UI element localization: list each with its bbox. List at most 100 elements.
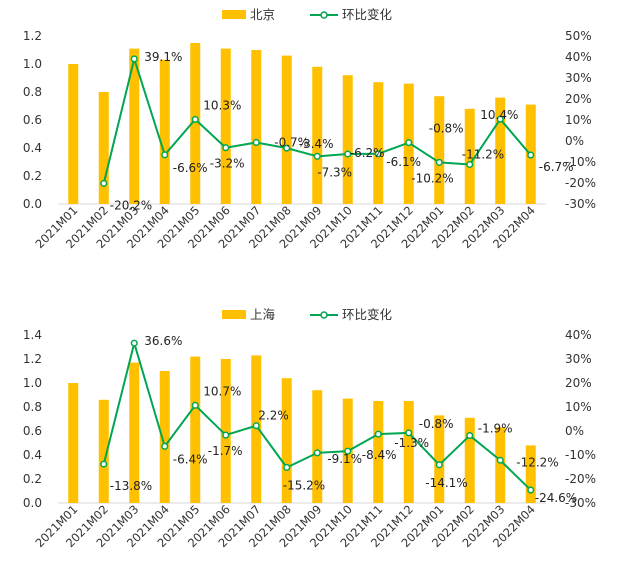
line-point	[161, 442, 169, 450]
bar	[373, 82, 384, 204]
data-label: -13.8%	[110, 479, 152, 493]
line-point	[466, 160, 474, 169]
bar	[281, 55, 292, 204]
y-right-tick-label: 0%	[565, 134, 584, 148]
y-left-tick-label: 1.2	[23, 29, 42, 43]
bar	[251, 50, 262, 204]
data-label: 39.1%	[144, 50, 182, 64]
data-label: -0.8%	[419, 417, 454, 431]
legend-bar-swatch	[222, 10, 246, 19]
chart-1: 北京 环比变化 0.0 0.2 0.4 0.6 0.8 1.0 1.2 -30% -20% -10% 0…	[23, 7, 596, 251]
y-right-tick-label: 20%	[565, 92, 592, 106]
bar	[403, 401, 414, 503]
y-right-tick-label: -10%	[565, 448, 596, 462]
line-point	[222, 144, 230, 152]
legend-bar-label: 北京	[250, 7, 275, 22]
bar	[434, 415, 445, 503]
data-label: -6.1%	[386, 155, 421, 169]
legend-line-marker	[320, 11, 328, 19]
data-label: -3.4%	[299, 137, 334, 151]
data-label: -6.7%	[539, 160, 574, 174]
bar	[373, 401, 384, 503]
legend-line-label: 环比变化	[342, 7, 393, 22]
line-point	[161, 151, 169, 159]
data-label: -20.2%	[110, 198, 152, 212]
bar	[464, 108, 475, 204]
bar	[525, 445, 536, 503]
bar	[220, 359, 231, 503]
y-left-tick-label: 0.8	[23, 85, 42, 99]
line-point	[466, 432, 474, 440]
data-label: 10.3%	[203, 98, 241, 112]
line-point	[130, 339, 138, 347]
data-label: -3.2%	[210, 157, 245, 171]
bar	[281, 378, 292, 503]
line-point	[191, 401, 199, 409]
line-point	[374, 430, 382, 438]
y-right-tick-label: -10%	[565, 155, 596, 169]
bar	[495, 97, 506, 204]
bar	[68, 383, 79, 503]
data-label: -0.8%	[429, 122, 464, 136]
y-left-tick-label: 1.0	[23, 376, 42, 390]
line-point	[527, 486, 535, 494]
bar	[434, 96, 445, 204]
y-left-tick-label: 1.4	[23, 328, 42, 342]
y-right-tick-label: 40%	[565, 50, 592, 64]
data-label: -12.2%	[516, 455, 558, 469]
y-right-tick-label: -30%	[565, 197, 596, 211]
chart-2: 上海 环比变化 0.0 0.2 0.4 0.6 0.8 1.0 1.2 1.4 -30% -20% -1…	[23, 307, 596, 550]
y-right-tick-label: 0%	[565, 424, 584, 438]
y-right-tick-label: -20%	[565, 472, 596, 486]
y-right-tick-label: 30%	[565, 71, 592, 85]
line-point	[252, 138, 260, 147]
data-label: -10.2%	[411, 171, 453, 185]
legend-bar-label: 上海	[250, 307, 276, 322]
line-point	[313, 152, 321, 160]
y-right-tick-label: 40%	[565, 328, 592, 342]
y-left-tick-label: 0.6	[23, 424, 42, 438]
data-label: -7.3%	[317, 165, 352, 179]
data-label: 2.2%	[258, 409, 289, 423]
y-right-tick-label: 30%	[565, 352, 592, 366]
legend-line-label: 环比变化	[342, 307, 393, 322]
line-point	[252, 422, 260, 430]
data-label: -1.7%	[208, 444, 243, 458]
data-label: -14.1%	[425, 476, 467, 490]
line-point	[130, 55, 138, 63]
bar	[129, 48, 140, 204]
line-point	[405, 429, 413, 437]
line-point	[344, 447, 352, 455]
y-left-tick-label: 0.6	[23, 113, 42, 127]
line-point	[496, 456, 504, 464]
y-left-tick-label: 0.2	[23, 169, 42, 183]
y-left-tick-label: 1.0	[23, 57, 42, 71]
bar	[159, 59, 170, 204]
y-left-tick-label: 0.4	[23, 448, 42, 462]
line-point	[100, 460, 108, 468]
legend: 上海 环比变化	[222, 307, 393, 322]
line-point	[191, 115, 199, 123]
bar	[190, 356, 201, 503]
legend-line-marker	[320, 311, 328, 319]
y-right-tick-label: -20%	[565, 176, 596, 190]
line-point	[222, 431, 230, 439]
y-right-tick-label: 10%	[565, 113, 592, 127]
line-point	[344, 150, 352, 158]
bar	[220, 48, 231, 204]
line-point	[527, 151, 535, 159]
line-point	[283, 463, 291, 472]
data-label: 36.6%	[144, 334, 182, 348]
y-left-tick-label: 1.2	[23, 352, 42, 366]
data-label: -9.1%	[327, 452, 362, 466]
data-label: -11.2%	[462, 148, 504, 162]
data-label: -6.6%	[173, 161, 208, 175]
y-left-tick-label: 0.2	[23, 472, 42, 486]
y-left-tick-label: 0.4	[23, 141, 42, 155]
data-label: 10.7%	[203, 384, 241, 398]
data-label: -1.9%	[478, 422, 513, 436]
line-point	[374, 150, 382, 158]
line-point	[435, 461, 443, 469]
y-left-tick-label: 0.0	[23, 496, 42, 510]
